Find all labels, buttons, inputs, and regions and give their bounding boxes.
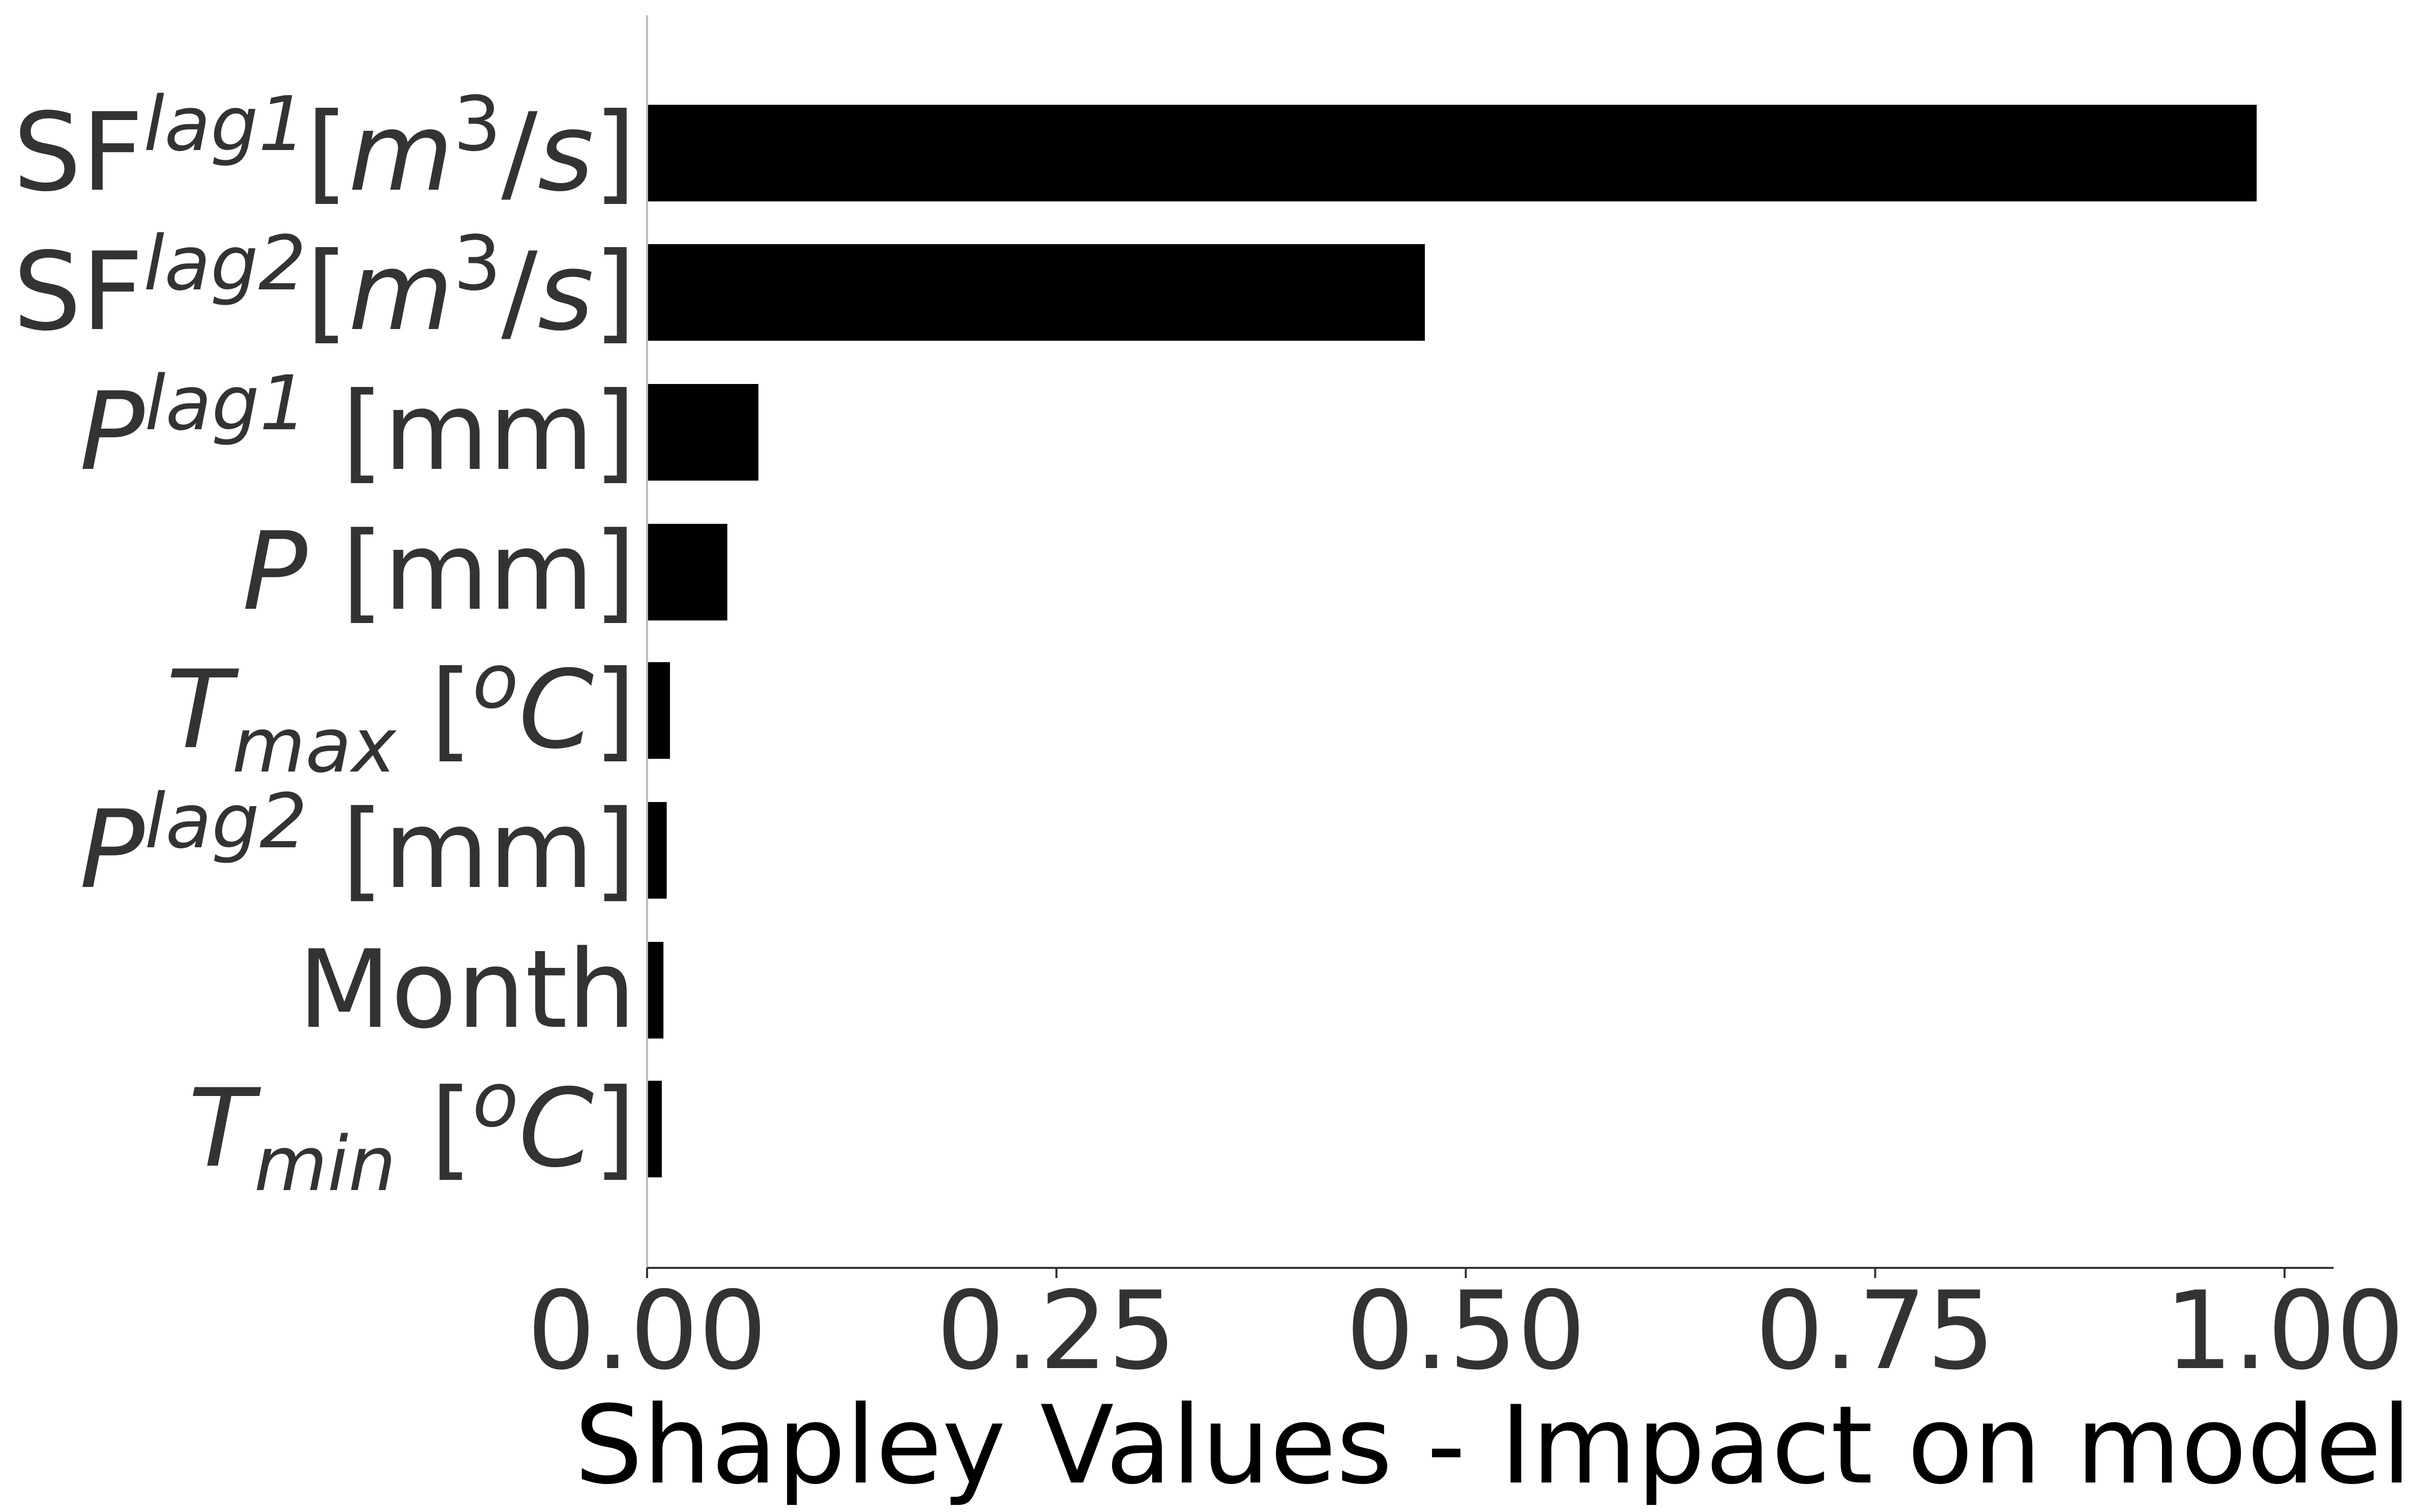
y-tick-label-5: Plag2 [mm] <box>79 778 636 912</box>
bar-1 <box>647 244 1425 341</box>
x-tick-label-1: 0.25 <box>937 1268 1177 1394</box>
y-tick-label-4: Tmax [oC] <box>166 638 636 789</box>
y-tick-label-7: Tmin [oC] <box>188 1056 636 1208</box>
bar-4 <box>647 662 670 759</box>
x-ticks: 0.00 0.25 0.50 0.75 1.00 <box>527 1268 2405 1394</box>
bar-7 <box>647 1081 662 1177</box>
bar-3 <box>647 524 727 620</box>
y-tick-label-0: SFlag1[m3/s] <box>13 80 636 215</box>
bars-group <box>647 105 2257 1177</box>
x-tick-label-0: 0.00 <box>527 1268 767 1394</box>
bar-2 <box>647 384 758 481</box>
x-axis-title: Shapley Values - Impact on model <box>574 1382 2412 1508</box>
bar-0 <box>647 105 2257 201</box>
bar-5 <box>647 802 667 899</box>
y-tick-labels: SFlag1[m3/s]SFlag2[m3/s]Plag1 [mm] P [mm]… <box>13 80 636 1208</box>
y-tick-label-3: P [mm] <box>242 509 636 634</box>
x-tick-label-4: 1.00 <box>2164 1268 2405 1394</box>
x-tick-label-3: 0.75 <box>1755 1268 1995 1394</box>
y-tick-label-6: Month <box>298 927 636 1052</box>
x-tick-label-2: 0.50 <box>1345 1268 1586 1394</box>
y-tick-label-2: Plag1 [mm] <box>79 360 636 494</box>
y-tick-label-1: SFlag2[m3/s] <box>13 220 636 354</box>
bar-6 <box>647 942 664 1039</box>
